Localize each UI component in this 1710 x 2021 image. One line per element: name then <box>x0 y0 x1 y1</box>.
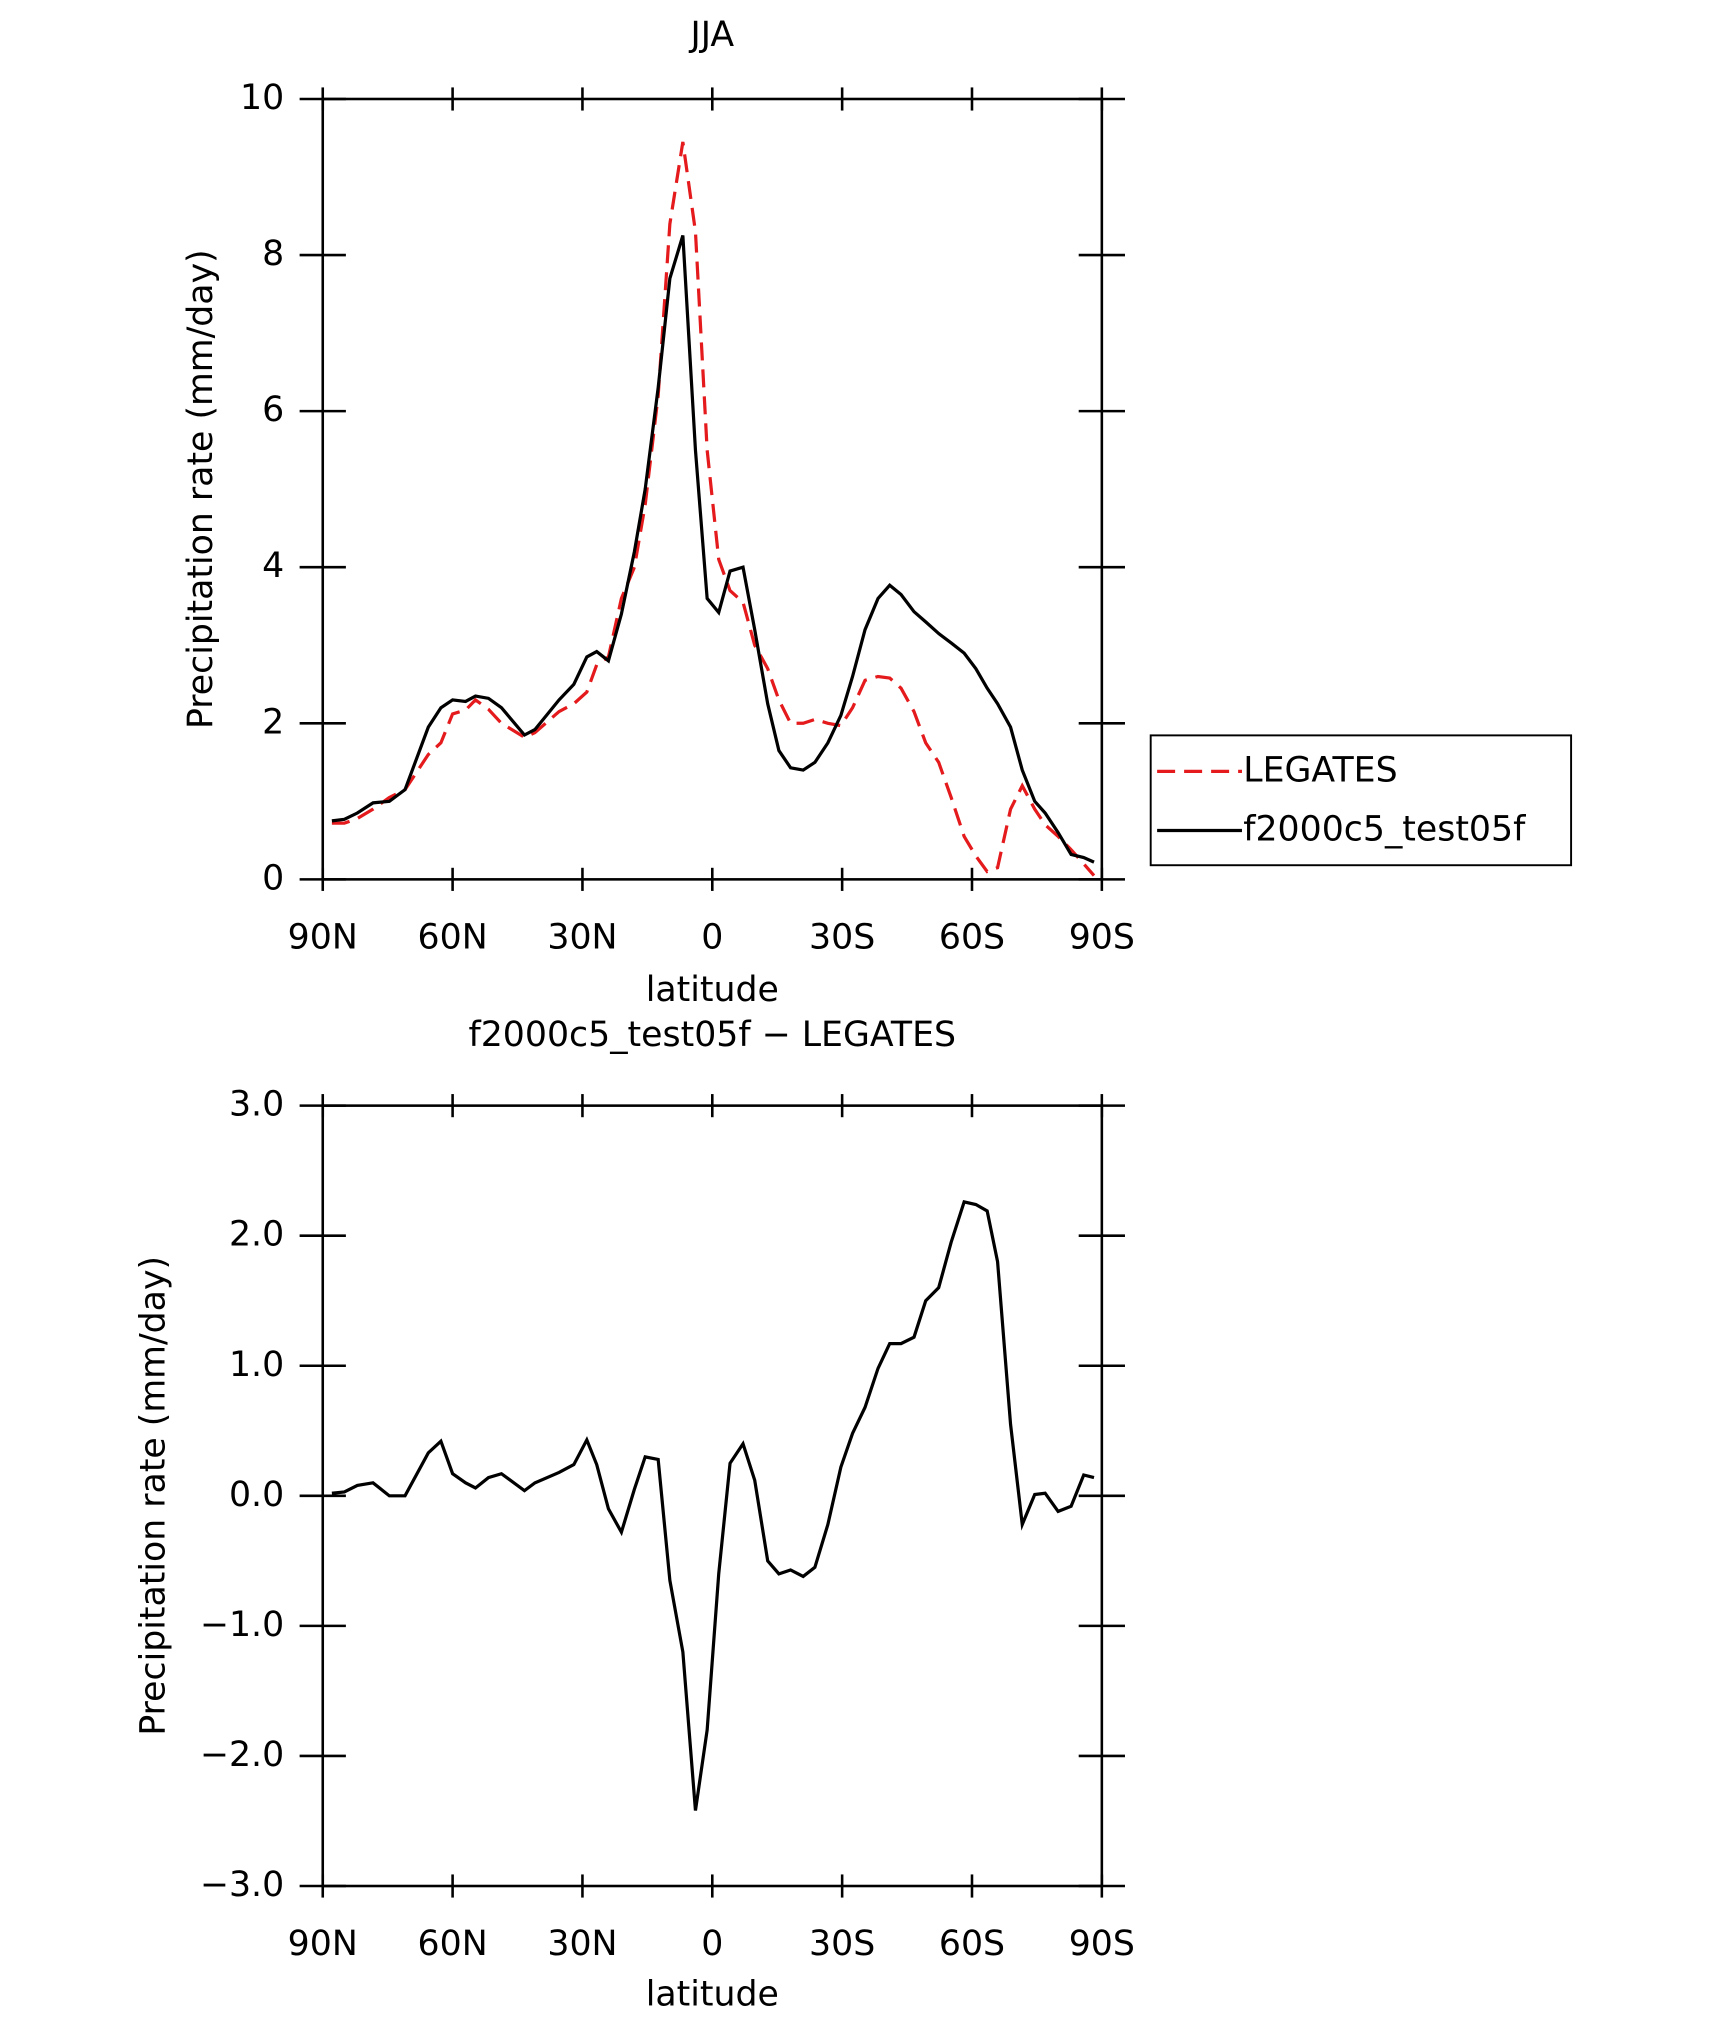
y-tick-label: 4 <box>262 546 284 586</box>
x-tick-label: 90S <box>1069 1924 1135 1964</box>
chart-title: f2000c5_test05f − LEGATES <box>469 1015 957 1055</box>
legend-box <box>1149 734 1573 867</box>
x-tick-label: 60S <box>939 918 1005 958</box>
y-tick-label: 3.0 <box>229 1085 284 1125</box>
y-tick-label: 1.0 <box>229 1345 284 1385</box>
x-tick-label: 90N <box>288 1924 358 1964</box>
y-tick-label: 2.0 <box>229 1215 284 1255</box>
x-tick-label: 30S <box>809 918 875 958</box>
x-tick-label: 60N <box>418 1924 488 1964</box>
legend-label: LEGATES <box>1243 750 1397 790</box>
data-line <box>331 235 1095 864</box>
y-tick-label: 2 <box>262 702 284 742</box>
y-tick-label: 0 <box>262 858 284 898</box>
plot-frame <box>321 1104 1104 1888</box>
x-tick-label: 60S <box>939 1924 1005 1964</box>
y-axis-label: Precipitation rate (mm/day) <box>133 1256 173 1736</box>
y-tick-label: −3.0 <box>200 1865 284 1905</box>
x-tick-label: 90N <box>288 918 358 958</box>
x-tick-label: 30N <box>547 1924 617 1964</box>
x-tick-label: 30S <box>809 1924 875 1964</box>
data-line <box>331 141 1096 877</box>
x-axis-label: latitude <box>646 970 779 1010</box>
y-tick-label: 0.0 <box>229 1475 284 1515</box>
y-tick-label: −1.0 <box>200 1605 284 1645</box>
y-tick-label: 10 <box>240 78 284 118</box>
y-tick-label: 6 <box>262 390 284 430</box>
y-axis-label: Precipitation rate (mm/day) <box>181 249 221 729</box>
x-axis-label: latitude <box>646 1974 779 2014</box>
x-tick-label: 90S <box>1069 918 1135 958</box>
legend-label: f2000c5_test05f <box>1243 810 1526 850</box>
x-tick-label: 0 <box>701 918 723 958</box>
y-tick-label: 8 <box>262 234 284 274</box>
x-tick-label: 60N <box>418 918 488 958</box>
y-tick-label: −2.0 <box>200 1735 284 1775</box>
x-tick-label: 0 <box>701 1924 723 1964</box>
data-line <box>331 1200 1095 1811</box>
x-tick-label: 30N <box>547 918 617 958</box>
chart-title: JJA <box>688 15 734 55</box>
